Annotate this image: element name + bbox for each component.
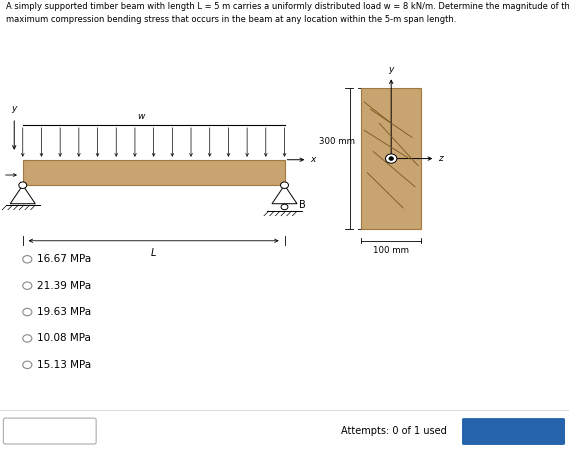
- Text: L: L: [151, 248, 156, 258]
- Text: 19.63 MPa: 19.63 MPa: [37, 307, 91, 317]
- Text: Save for Later: Save for Later: [17, 426, 84, 436]
- Text: z: z: [438, 154, 443, 163]
- Text: 16.67 MPa: 16.67 MPa: [37, 254, 91, 264]
- Circle shape: [23, 256, 32, 263]
- Circle shape: [23, 361, 32, 369]
- Text: 15.13 MPa: 15.13 MPa: [37, 360, 91, 370]
- Bar: [361, 88, 421, 229]
- Text: A simply supported timber beam with length L = 5 m carries a uniformly distribut: A simply supported timber beam with leng…: [6, 2, 569, 11]
- Text: 10.08 MPa: 10.08 MPa: [37, 333, 91, 344]
- Circle shape: [386, 154, 397, 163]
- Text: maximum compression bending stress that occurs in the beam at any location withi: maximum compression bending stress that …: [6, 15, 456, 24]
- Polygon shape: [10, 185, 35, 204]
- Text: Attempts: 0 of 1 used: Attempts: 0 of 1 used: [341, 426, 447, 436]
- Text: y: y: [11, 105, 17, 113]
- Circle shape: [281, 204, 288, 210]
- Text: w: w: [137, 113, 144, 121]
- FancyBboxPatch shape: [462, 418, 565, 445]
- Circle shape: [23, 335, 32, 342]
- Text: Submit Answer: Submit Answer: [472, 426, 555, 437]
- Text: 21.39 MPa: 21.39 MPa: [37, 281, 91, 291]
- Bar: [23, 160, 284, 185]
- Text: y: y: [389, 65, 394, 74]
- Circle shape: [389, 156, 394, 160]
- Text: 300 mm: 300 mm: [319, 137, 354, 146]
- Circle shape: [23, 308, 32, 316]
- Text: x: x: [310, 155, 315, 164]
- FancyBboxPatch shape: [3, 418, 96, 444]
- Circle shape: [23, 282, 32, 289]
- Text: B: B: [299, 200, 306, 210]
- Circle shape: [19, 182, 27, 188]
- Text: 100 mm: 100 mm: [373, 245, 409, 255]
- Polygon shape: [272, 185, 297, 204]
- Circle shape: [281, 182, 288, 188]
